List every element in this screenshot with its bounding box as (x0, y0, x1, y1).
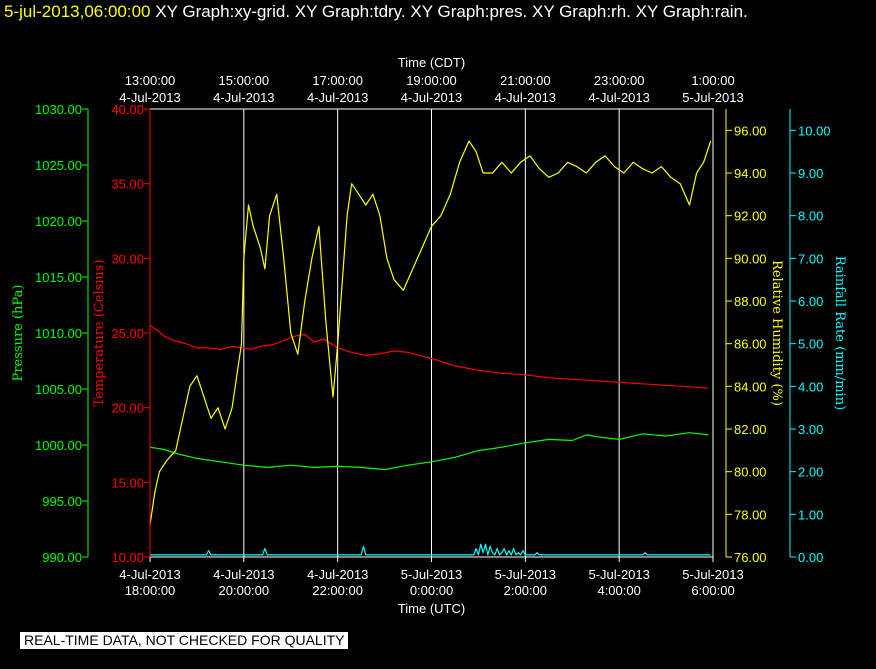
rainfall-tick-label: 9.00 (798, 166, 823, 181)
rainfall-tick-label: 8.00 (798, 209, 823, 224)
pressure-tick-label: 1005.00 (35, 382, 82, 397)
temperature-tick-label: 30.00 (111, 251, 144, 266)
rainfall-tick-label: 2.00 (798, 465, 823, 480)
temperature-axis-title: Temperature (Celsius) (92, 259, 107, 406)
rainfall-tick-label: 7.00 (798, 251, 823, 266)
temperature-tick-label: 40.00 (111, 102, 144, 117)
rainfall-tick-label: 6.00 (798, 294, 823, 309)
x-tick-label-date: 4-Jul-2013 (213, 567, 274, 582)
rainfall-tick-label: 5.00 (798, 337, 823, 352)
humidity-axis-title: Relative Humidity (%) (769, 260, 784, 406)
temperature-tick-label: 35.00 (111, 177, 144, 192)
x-tick-label-time: 4:00:00 (597, 583, 640, 598)
temperature-tick-label: 25.00 (111, 326, 144, 341)
axes: 4-Jul-201318:00:004-Jul-201320:00:004-Ju… (11, 55, 847, 616)
top-tick-label-date: 4-Jul-2013 (213, 90, 274, 105)
grid-lines (243, 109, 620, 557)
x-tick-label-time: 6:00:00 (691, 583, 734, 598)
x-tick-label-time: 20:00:00 (219, 583, 270, 598)
series-lines (149, 140, 712, 556)
x-tick-label-time: 0:00:00 (410, 583, 453, 598)
top-tick-label-time: 15:00:00 (219, 73, 270, 88)
rainfall-series-line (150, 543, 711, 556)
pressure-tick-label: 1020.00 (35, 214, 82, 229)
top-tick-label-time: 13:00:00 (125, 73, 176, 88)
header-graph-xy-grid: XY Graph:xy-grid. (155, 2, 291, 21)
quality-warning-banner: REAL-TIME DATA, NOT CHECKED FOR QUALITY (20, 632, 349, 649)
x-tick-label-time: 22:00:00 (312, 583, 363, 598)
pressure-tick-label: 1010.00 (35, 326, 82, 341)
rainfall-tick-label: 0.00 (798, 550, 823, 565)
pressure-tick-label: 1015.00 (35, 270, 82, 285)
humidity-tick-label: 82.00 (734, 422, 767, 437)
header-graph-pres: XY Graph:pres. (410, 2, 528, 21)
humidity-series-line (149, 140, 712, 526)
x-tick-label-time: 18:00:00 (125, 583, 176, 598)
pressure-tick-label: 995.00 (42, 494, 82, 509)
rainfall-tick-label: 3.00 (798, 422, 823, 437)
pressure-tick-label: 1025.00 (35, 158, 82, 173)
x-tick-label-date: 5-Jul-2013 (401, 567, 462, 582)
top-tick-label-time: 23:00:00 (594, 73, 645, 88)
pressure-tick-label: 1000.00 (35, 438, 82, 453)
x-axis-title-utc: Time (UTC) (398, 601, 465, 616)
x-tick-label-date: 5-Jul-2013 (588, 567, 649, 582)
rainfall-tick-label: 4.00 (798, 379, 823, 394)
x-tick-label-date: 5-Jul-2013 (495, 567, 556, 582)
humidity-tick-label: 96.00 (734, 123, 767, 138)
header-graph-rh: XY Graph:rh. (531, 2, 631, 21)
top-tick-label-date: 4-Jul-2013 (495, 90, 556, 105)
top-tick-label-date: 4-Jul-2013 (307, 90, 368, 105)
x-tick-label-date: 4-Jul-2013 (307, 567, 368, 582)
top-tick-label-time: 1:00:00 (691, 73, 734, 88)
pressure-tick-label: 990.00 (42, 550, 82, 565)
top-tick-label-date: 4-Jul-2013 (119, 90, 180, 105)
top-tick-label-time: 19:00:00 (406, 73, 457, 88)
humidity-tick-label: 80.00 (734, 465, 767, 480)
rainfall-axis-title: Rainfall Rate (mm/min) (832, 256, 847, 410)
humidity-tick-label: 92.00 (734, 209, 767, 224)
x-axis-title-cdt: Time (CDT) (398, 55, 465, 70)
humidity-tick-label: 86.00 (734, 337, 767, 352)
humidity-tick-label: 78.00 (734, 507, 767, 522)
humidity-tick-label: 84.00 (734, 379, 767, 394)
humidity-tick-label: 94.00 (734, 166, 767, 181)
rainfall-tick-label: 1.00 (798, 507, 823, 522)
temperature-tick-label: 15.00 (111, 475, 144, 490)
top-tick-label-date: 5-Jul-2013 (682, 90, 743, 105)
top-tick-label-date: 4-Jul-2013 (401, 90, 462, 105)
pressure-series-line (149, 432, 709, 471)
x-tick-label-date: 5-Jul-2013 (682, 567, 743, 582)
x-tick-label-date: 4-Jul-2013 (119, 567, 180, 582)
humidity-tick-label: 90.00 (734, 251, 767, 266)
temperature-tick-label: 20.00 (111, 401, 144, 416)
humidity-tick-label: 76.00 (734, 550, 767, 565)
pressure-tick-label: 1030.00 (35, 102, 82, 117)
temperature-series-line (149, 324, 709, 389)
header-graph-rain: XY Graph:rain. (635, 2, 748, 21)
header-timestamp: 5-jul-2013,06:00:00 (4, 2, 151, 21)
chart-header: 5-jul-2013,06:00:00 XY Graph:xy-grid. XY… (4, 2, 748, 22)
temperature-tick-label: 10.00 (111, 550, 144, 565)
top-tick-label-time: 17:00:00 (312, 73, 363, 88)
pressure-axis-title: Pressure (hPa) (11, 285, 26, 382)
top-tick-label-date: 4-Jul-2013 (588, 90, 649, 105)
x-tick-label-time: 2:00:00 (504, 583, 547, 598)
humidity-tick-label: 88.00 (734, 294, 767, 309)
rainfall-tick-label: 10.00 (798, 123, 831, 138)
top-tick-label-time: 21:00:00 (500, 73, 551, 88)
header-graph-tdry: XY Graph:tdry. (294, 2, 406, 21)
